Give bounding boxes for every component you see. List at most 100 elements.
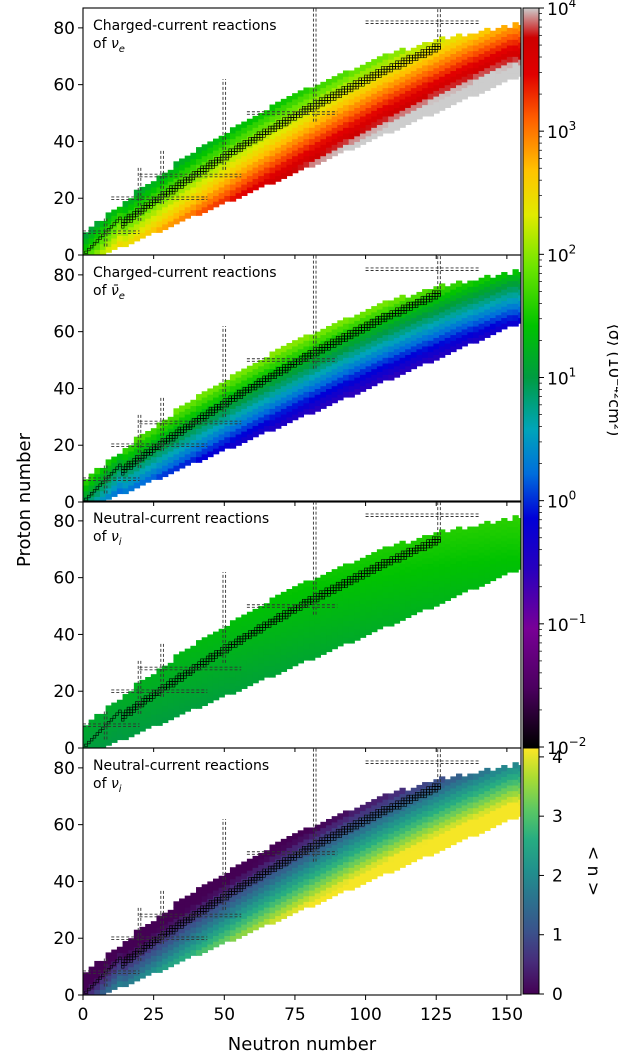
- heatmap-cell: [196, 198, 203, 205]
- heatmap-cell: [376, 818, 384, 826]
- heatmap-cell: [173, 659, 180, 667]
- heatmap-cell: [145, 206, 152, 214]
- heatmap-cell: [263, 110, 271, 117]
- heatmap-cell: [518, 289, 521, 296]
- heatmap-cell: [512, 73, 519, 80]
- heatmap-cell: [444, 566, 451, 573]
- heatmap-cell: [354, 101, 361, 108]
- heatmap-cell: [444, 790, 451, 797]
- heatmap-cell: [133, 229, 141, 236]
- heatmap-cell: [478, 283, 485, 290]
- heatmap-cell: [320, 895, 327, 902]
- heatmap-cell: [196, 668, 203, 675]
- heatmap-cell: [489, 306, 497, 313]
- heatmap-cell: [241, 155, 248, 162]
- heatmap-cell: [309, 127, 316, 134]
- heatmap-cell: [258, 881, 265, 888]
- heatmap-cell: [405, 577, 412, 584]
- heatmap-cell: [399, 580, 406, 587]
- heatmap-cell: [382, 340, 389, 347]
- heatmap-cell: [456, 801, 463, 809]
- heatmap-cell: [207, 909, 214, 917]
- heatmap-cell: [427, 294, 434, 302]
- heatmap-cell: [371, 603, 378, 610]
- heatmap-cell: [326, 371, 333, 378]
- heatmap-cell: [371, 328, 378, 336]
- heatmap-cell: [359, 833, 367, 840]
- heatmap-cell: [258, 164, 265, 171]
- heatmap-cell: [94, 966, 101, 973]
- heatmap-cell: [212, 889, 220, 897]
- heatmap-cell: [292, 98, 299, 106]
- heatmap-cell: [224, 149, 231, 157]
- heatmap-cell: [258, 668, 265, 675]
- heatmap-cell: [348, 70, 355, 77]
- heatmap-cell: [365, 864, 372, 871]
- heatmap-cell: [246, 405, 254, 412]
- heatmap-cell: [393, 61, 401, 69]
- heatmap-cell: [297, 107, 305, 114]
- heatmap-cell: [472, 577, 480, 584]
- heatmap-cell: [303, 385, 310, 392]
- heatmap-cell: [196, 428, 203, 435]
- stable-isotopes: [84, 783, 441, 994]
- heatmap-cell: [246, 662, 254, 670]
- heatmap-cell: [196, 926, 203, 934]
- heatmap-cell: [263, 155, 271, 162]
- heatmap-cell: [314, 331, 321, 338]
- heatmap-cell: [393, 50, 401, 57]
- heatmap-cell: [422, 87, 429, 94]
- heatmap-cell: [472, 830, 480, 837]
- heatmap-cell: [489, 64, 497, 72]
- heatmap-cell: [252, 161, 259, 168]
- heatmap-cell: [297, 628, 305, 636]
- heatmap-cell: [133, 941, 141, 948]
- heatmap-cell: [184, 189, 191, 196]
- heatmap-cell: [456, 39, 463, 46]
- heatmap-cell: [292, 127, 299, 134]
- heatmap-cell: [246, 382, 254, 390]
- heatmap-cell: [139, 702, 146, 709]
- heatmap-cell: [376, 303, 384, 310]
- heatmap-cell: [303, 861, 310, 868]
- heatmap-cell: [337, 640, 344, 647]
- heatmap-cell: [258, 606, 265, 613]
- heatmap-cell: [354, 858, 361, 865]
- heatmap-cell: [292, 93, 299, 100]
- heatmap-cell: [501, 782, 508, 789]
- heatmap-cell: [145, 465, 152, 472]
- heatmap-cell: [518, 810, 521, 817]
- heatmap-cell: [128, 456, 135, 463]
- heatmap-cell: [269, 620, 276, 627]
- heatmap-cells: [83, 515, 521, 748]
- heatmap-cell: [489, 810, 497, 817]
- heatmap-cell: [263, 425, 271, 432]
- heatmap-cell: [156, 467, 163, 475]
- heatmap-cell: [252, 878, 259, 885]
- heatmap-cell: [405, 583, 412, 590]
- heatmap-cell: [326, 824, 333, 831]
- heatmap-cell: [371, 323, 378, 330]
- heatmap-cell: [410, 334, 418, 341]
- heatmap-cell: [105, 728, 112, 735]
- heatmap-cell: [252, 385, 259, 392]
- heatmap-cell: [365, 308, 372, 316]
- heatmap-cell: [506, 566, 514, 573]
- heatmap-cell: [133, 436, 141, 443]
- heatmap-cell: [399, 804, 406, 812]
- heatmap-cell: [478, 87, 485, 94]
- heatmap-cell: [292, 631, 299, 638]
- heatmap-cell: [331, 144, 338, 151]
- heatmap-cell: [179, 462, 186, 469]
- heatmap-cell: [359, 340, 367, 347]
- heatmap-cell: [263, 149, 271, 157]
- heatmap-cell: [275, 399, 282, 407]
- heatmap-cell: [467, 320, 474, 327]
- heatmap-cell: [382, 563, 389, 570]
- heatmap-cell: [139, 226, 146, 233]
- heatmap-cell: [150, 462, 158, 469]
- heatmap-cell: [501, 765, 508, 772]
- heatmap-cell: [218, 679, 225, 687]
- heatmap-cell: [173, 184, 180, 191]
- heatmap-cell: [105, 465, 112, 472]
